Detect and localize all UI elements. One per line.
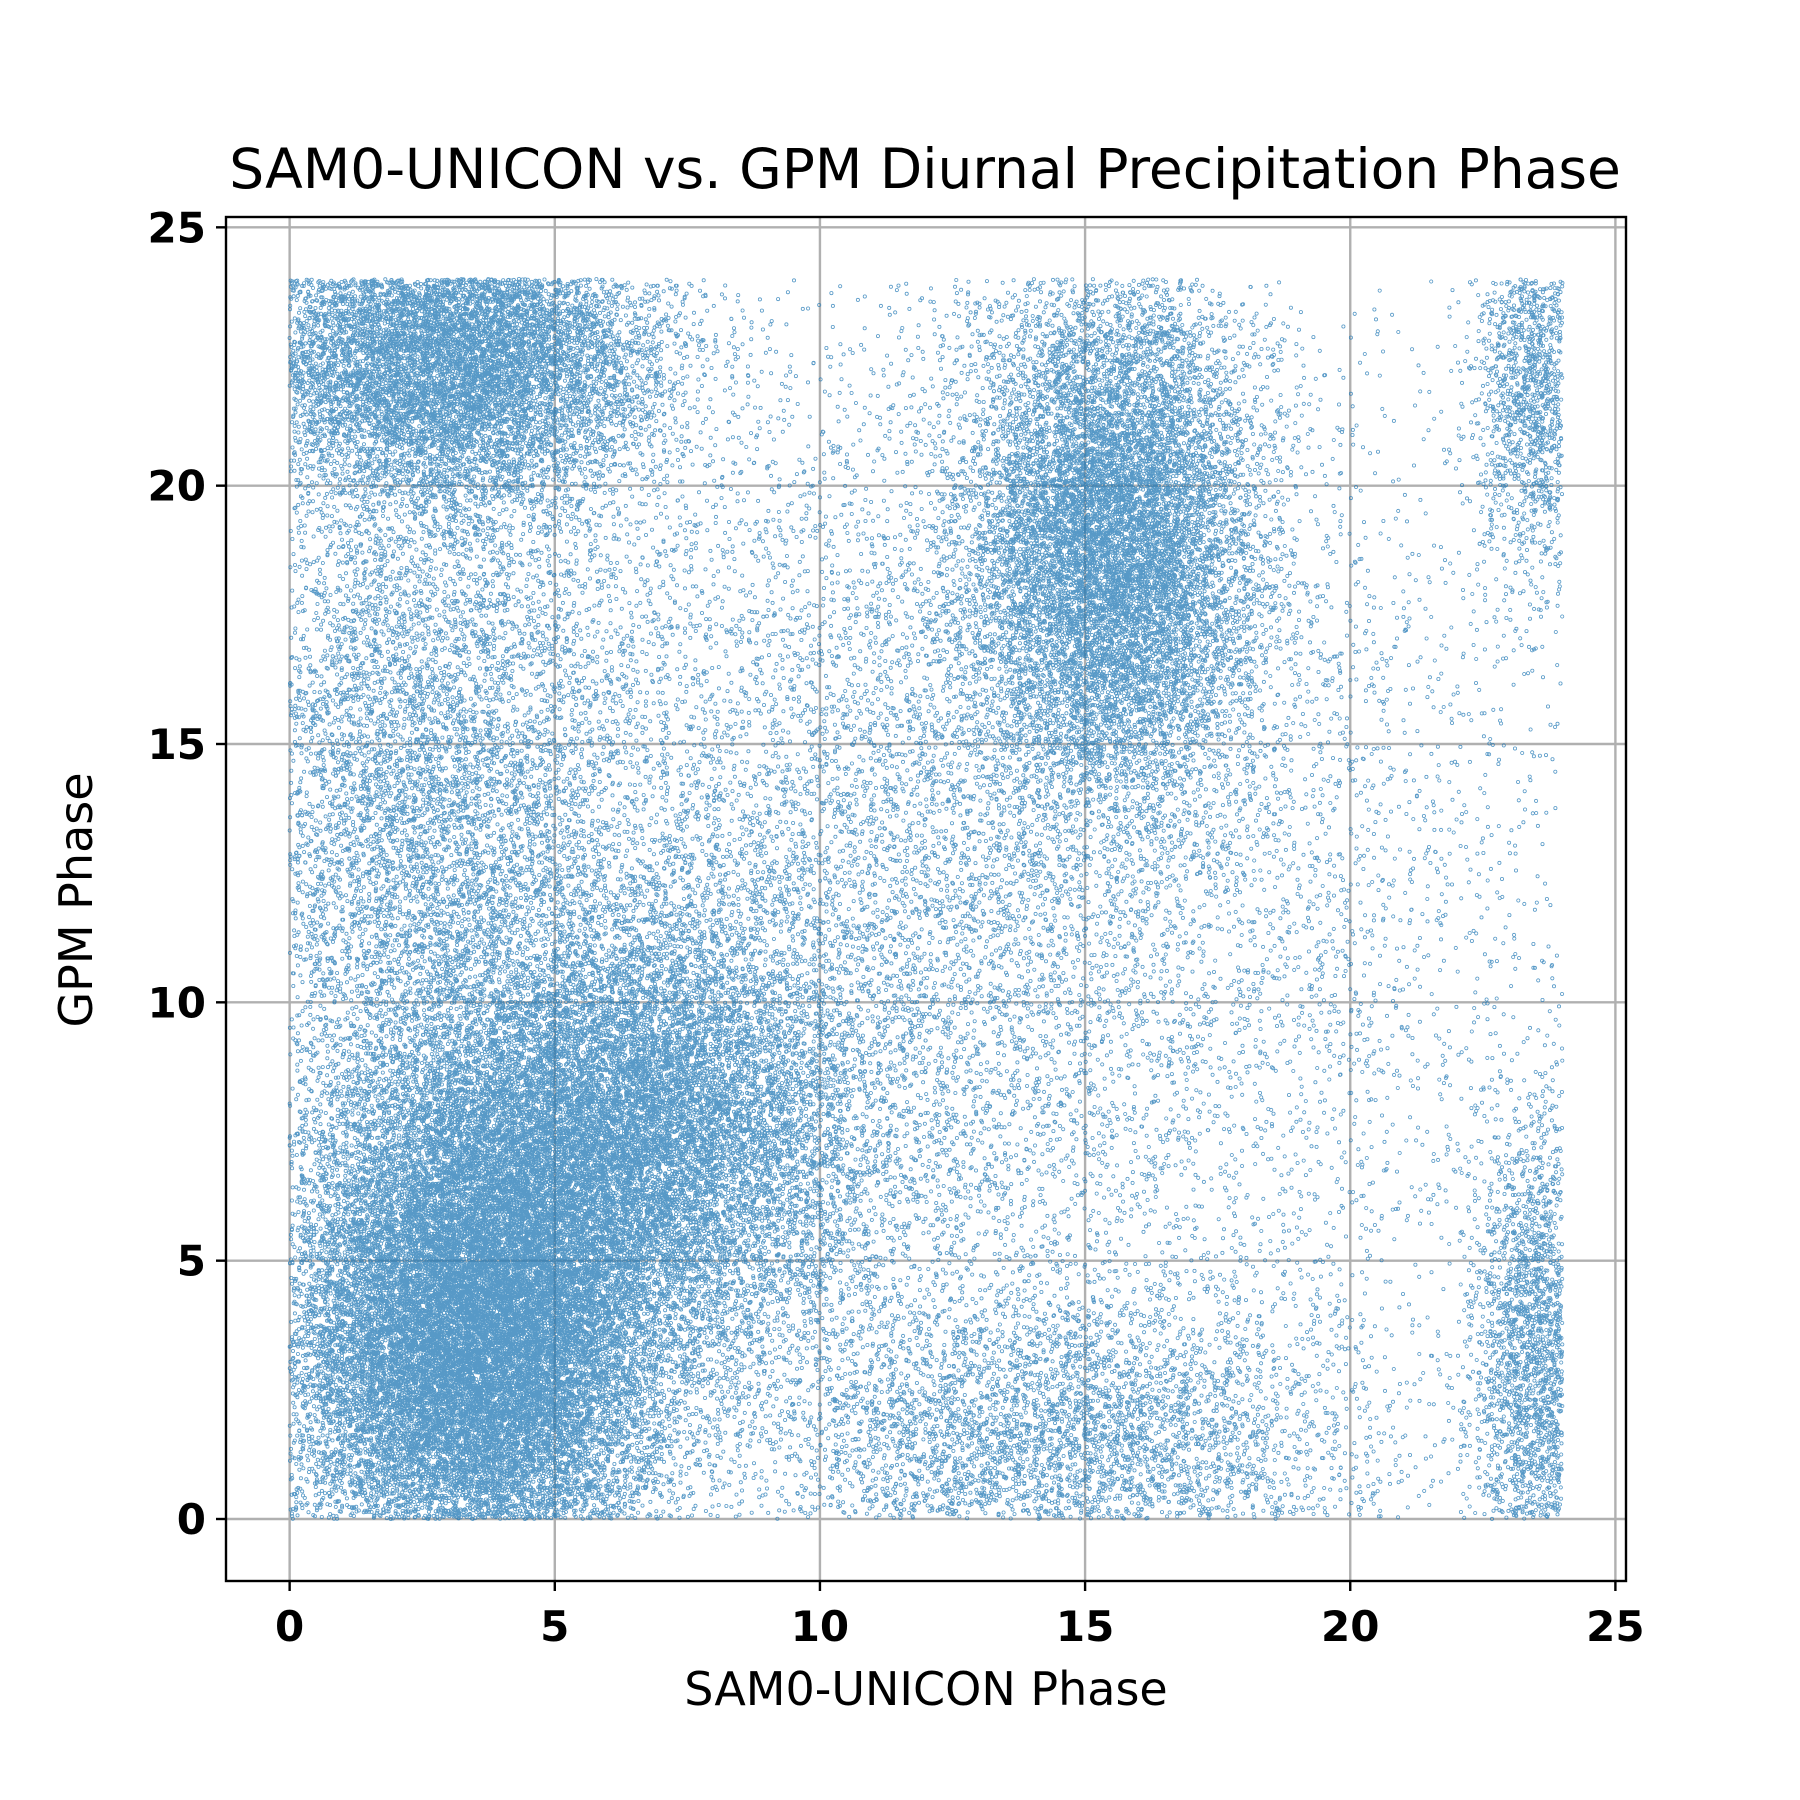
x-axis-ticks: 0 5 10 15 20 25 — [275, 1581, 1645, 1651]
scatter-points — [288, 277, 1564, 1520]
y-tick-label: 0 — [177, 1495, 206, 1544]
y-axis-label: GPM Phase — [49, 772, 103, 1027]
x-axis-label: SAM0-UNICON Phase — [684, 1662, 1167, 1716]
y-tick-label: 10 — [148, 978, 206, 1027]
y-tick-label: 5 — [177, 1237, 206, 1286]
x-tick-label: 5 — [540, 1602, 569, 1651]
y-tick-label: 25 — [148, 203, 206, 252]
x-tick-label: 25 — [1586, 1602, 1644, 1651]
data-points — [288, 277, 1564, 1520]
chart-title: SAM0-UNICON vs. GPM Diurnal Precipitatio… — [229, 137, 1621, 201]
y-axis-ticks: 0 5 10 15 20 25 — [148, 203, 226, 1544]
x-tick-label: 10 — [791, 1602, 849, 1651]
x-tick-label: 15 — [1056, 1602, 1114, 1651]
y-tick-label: 20 — [148, 462, 206, 511]
y-tick-label: 15 — [148, 720, 206, 769]
x-tick-label: 0 — [275, 1602, 304, 1651]
x-tick-label: 20 — [1321, 1602, 1379, 1651]
